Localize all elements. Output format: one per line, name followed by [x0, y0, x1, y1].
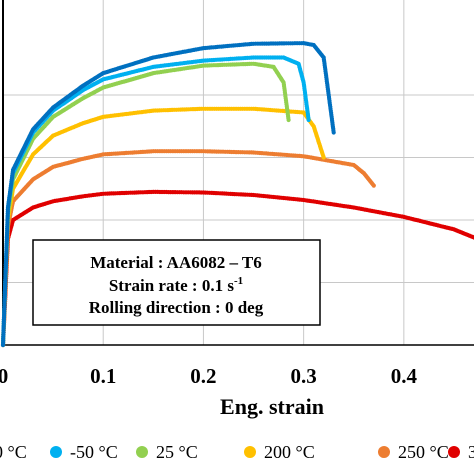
x-tick-labels: 0 0.1 0.2 0.3 0.4	[0, 364, 417, 388]
legend-marker	[136, 446, 148, 458]
data-point	[471, 235, 474, 240]
x-tick-label: 0.2	[190, 364, 216, 388]
annotation-frame	[32, 239, 321, 326]
legend: 0 °C -50 °C 25 °C 200 °C 250 °C 3	[0, 442, 474, 462]
legend-item: 3	[448, 442, 474, 462]
legend-item: 0 °C	[0, 442, 27, 462]
data-point	[286, 117, 291, 123]
legend-marker	[50, 446, 62, 458]
annotation-strain-rate-exp: -1	[234, 275, 243, 287]
data-point	[306, 117, 311, 123]
series-0CC	[0, 41, 336, 348]
legend-marker	[448, 446, 460, 458]
data-point	[371, 183, 376, 188]
legend-label: 3	[468, 442, 474, 462]
plot-frame	[2, 0, 474, 346]
annotation-strain-rate-prefix: Strain rate : 0.1 s	[109, 276, 235, 295]
legend-label: 200 °C	[264, 442, 315, 462]
annotation-box: Material : AA6082 – T6 Strain rate : 0.1…	[32, 239, 321, 326]
x-axis-title: Eng. strain	[220, 394, 324, 419]
legend-item: 25 °C	[136, 442, 198, 462]
legend-label: 0 °C	[0, 442, 27, 462]
legend-marker	[378, 446, 390, 458]
series-layer	[0, 41, 474, 348]
legend-label: -50 °C	[70, 442, 118, 462]
legend-item: -50 °C	[50, 442, 118, 462]
annotation-direction: Rolling direction : 0 deg	[89, 298, 264, 317]
x-tick-label: 0	[0, 364, 8, 388]
legend-label: 250 °C	[398, 442, 449, 462]
x-tick-label: 0.4	[391, 364, 418, 388]
x-tick-label: 0.1	[90, 364, 116, 388]
annotation-strain-rate: Strain rate : 0.1 s-1	[109, 275, 243, 295]
data-point	[331, 130, 336, 135]
legend-item: 200 °C	[244, 442, 315, 462]
legend-label: 25 °C	[156, 442, 198, 462]
legend-marker	[244, 446, 256, 458]
x-tick-label: 0.3	[291, 364, 317, 388]
annotation-material: Material : AA6082 – T6	[90, 253, 262, 272]
data-point	[321, 155, 326, 160]
legend-item: 250 °C	[378, 442, 449, 462]
